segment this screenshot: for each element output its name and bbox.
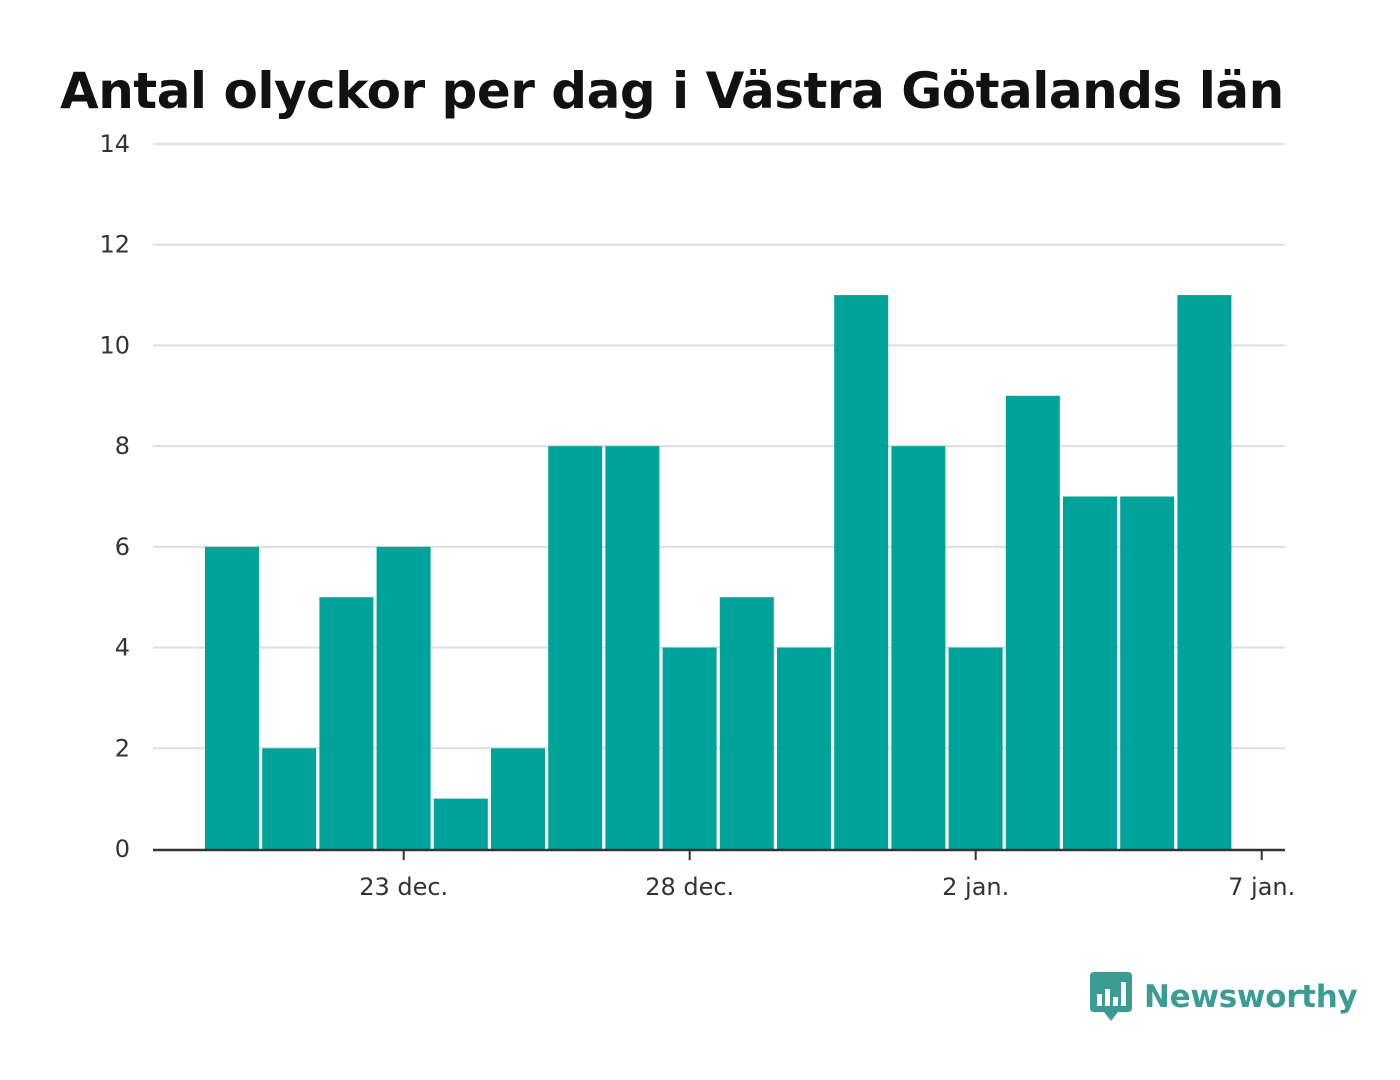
y-tick-label: 8 bbox=[115, 432, 130, 460]
bar bbox=[491, 748, 545, 849]
bar bbox=[948, 647, 1003, 849]
chart-title: Antal olyckor per dag i Västra Götalands… bbox=[60, 62, 1284, 120]
bar bbox=[719, 597, 774, 849]
bar bbox=[319, 597, 374, 849]
y-tick-label: 4 bbox=[115, 634, 130, 662]
brand-logo: Newsworthy bbox=[1090, 970, 1358, 1024]
x-tick-label: 28 dec. bbox=[645, 873, 734, 901]
y-tick-label: 6 bbox=[115, 533, 130, 561]
bar bbox=[262, 748, 317, 849]
y-tick-label: 12 bbox=[99, 231, 130, 259]
bar bbox=[548, 446, 603, 849]
bar bbox=[376, 546, 431, 849]
x-tick-label: 2 jan. bbox=[942, 873, 1009, 901]
bar-chart-speech-bubble-icon bbox=[1090, 972, 1132, 1021]
y-axis-ticks: 0 2 4 6 8 10 12 14 bbox=[99, 130, 130, 863]
bar bbox=[834, 295, 889, 850]
y-tick-label: 10 bbox=[99, 331, 130, 359]
bar bbox=[605, 446, 660, 849]
bar bbox=[777, 647, 831, 849]
bar bbox=[205, 546, 259, 849]
bar bbox=[1120, 496, 1175, 849]
y-tick-label: 2 bbox=[115, 734, 130, 762]
bar bbox=[433, 798, 488, 849]
bar bbox=[1005, 395, 1060, 849]
bar bbox=[1063, 496, 1117, 849]
bar bbox=[891, 446, 946, 849]
bar bbox=[1177, 295, 1232, 850]
x-tick-label: 7 jan. bbox=[1228, 873, 1295, 901]
brand-name: Newsworthy bbox=[1144, 979, 1358, 1015]
y-tick-label: 0 bbox=[115, 835, 130, 863]
bar bbox=[662, 647, 717, 849]
y-tick-label: 14 bbox=[99, 130, 130, 158]
bars bbox=[205, 295, 1232, 850]
x-axis: 23 dec. 28 dec. 2 jan. 7 jan. bbox=[153, 848, 1295, 901]
x-tick-label: 23 dec. bbox=[359, 873, 448, 901]
